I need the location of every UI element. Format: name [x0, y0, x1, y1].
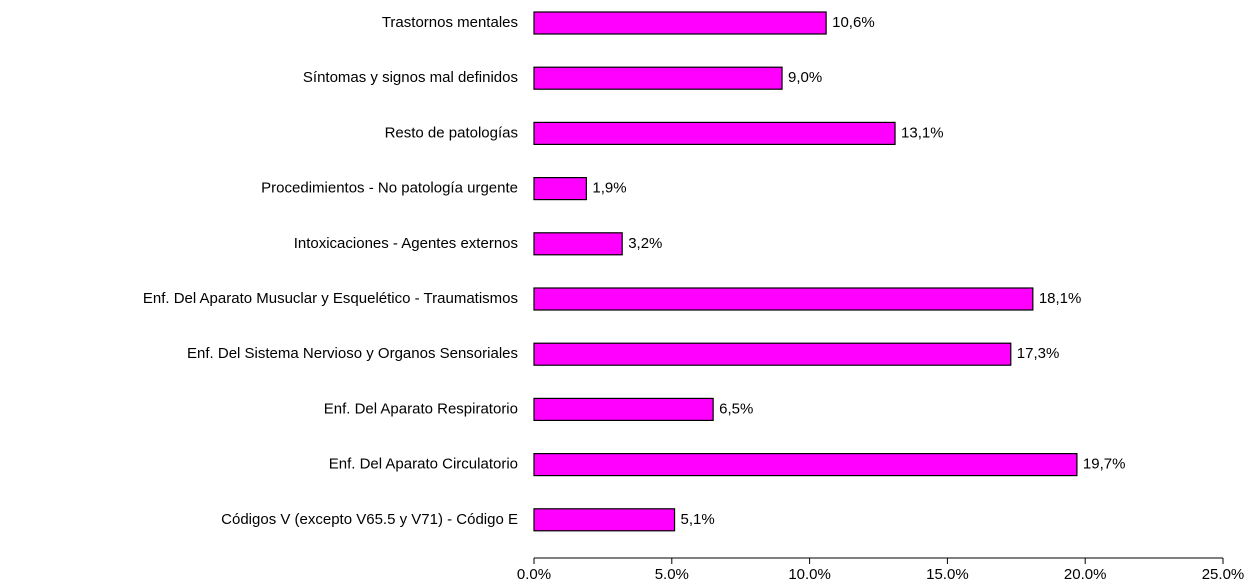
bar: [533, 397, 714, 421]
y-tick-label: Resto de patologías: [385, 124, 518, 141]
y-tick-label: Enf. Del Sistema Nervioso y Organos Sens…: [187, 345, 518, 362]
y-tick-label: Códigos V (excepto V65.5 y V71) - Código…: [221, 511, 518, 528]
value-label: 5,1%: [681, 511, 715, 528]
bar: [533, 508, 676, 532]
value-label: 17,3%: [1017, 345, 1060, 362]
value-label: 9,0%: [788, 69, 822, 86]
bar: [533, 287, 1034, 311]
value-label: 13,1%: [901, 124, 944, 141]
y-tick-label: Procedimientos - No patología urgente: [261, 180, 518, 197]
y-tick-label: Enf. Del Aparato Respiratorio: [324, 400, 518, 417]
y-tick-label: Síntomas y signos mal definidos: [303, 69, 518, 86]
bar: [533, 11, 827, 35]
bar: [533, 121, 896, 146]
value-label: 18,1%: [1039, 290, 1082, 307]
bar: [533, 342, 1012, 366]
bar: [533, 232, 623, 256]
value-label: 3,2%: [628, 235, 662, 252]
value-label: 19,7%: [1083, 456, 1126, 473]
value-label: 10,6%: [832, 14, 875, 31]
y-tick-label: Enf. Del Aparato Circulatorio: [329, 456, 518, 473]
bar: [533, 453, 1078, 477]
y-tick-label: Enf. Del Aparato Musuclar y Esquelético …: [143, 290, 518, 307]
value-label: 6,5%: [719, 400, 753, 417]
value-label: 1,9%: [592, 180, 626, 197]
y-tick-label: Intoxicaciones - Agentes externos: [294, 235, 518, 252]
x-tick-label: 20.0%: [1064, 566, 1107, 582]
bar: [533, 177, 587, 201]
y-tick-label: Trastornos mentales: [382, 14, 518, 31]
x-tick-label: 5.0%: [655, 566, 689, 582]
x-tick-label: 10.0%: [788, 566, 831, 582]
x-tick-label: 25.0%: [1202, 566, 1245, 582]
x-tick-label: 15.0%: [926, 566, 969, 582]
bar: [533, 66, 783, 90]
x-tick-label: 0.0%: [517, 566, 551, 582]
